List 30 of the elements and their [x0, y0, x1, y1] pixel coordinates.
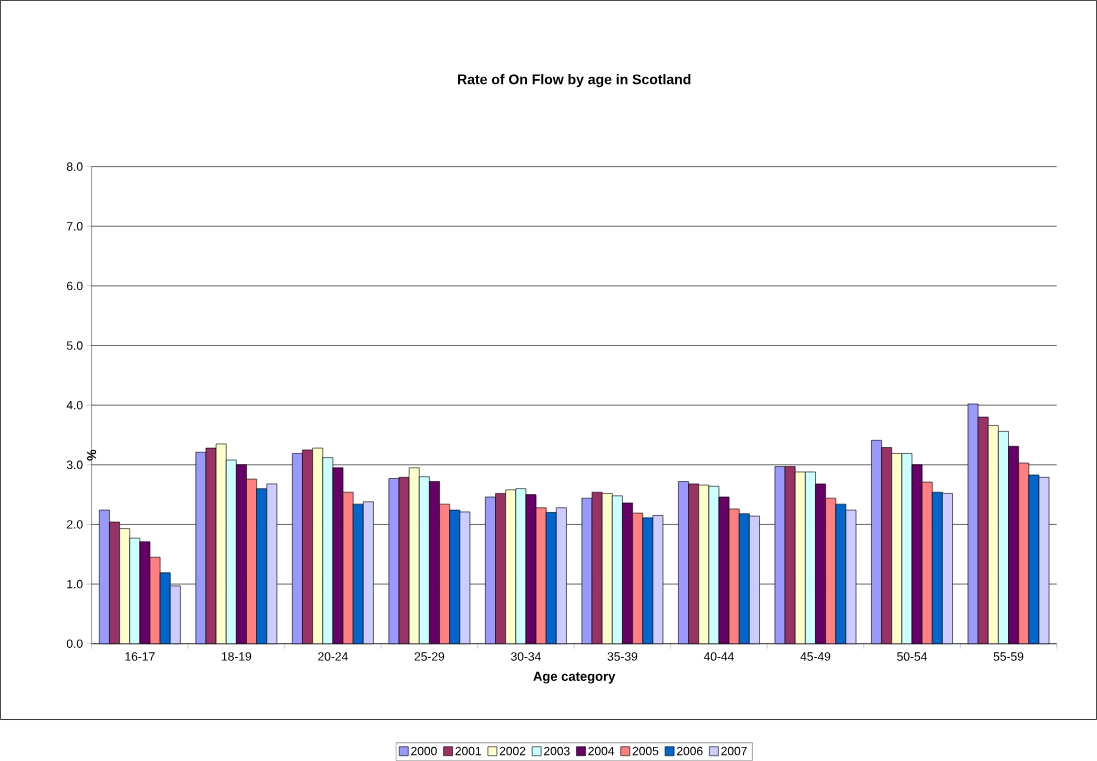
legend-label: 2002 — [499, 746, 526, 756]
x-tick-label: 20-24 — [318, 652, 348, 661]
legend-label: 2003 — [544, 746, 570, 756]
x-axis-title: Age category — [533, 671, 616, 684]
y-tick-label: 8.0 — [66, 162, 83, 171]
y-tick-label: 0.0 — [66, 639, 83, 648]
chart-title: Rate of On Flow by age in Scotland — [458, 74, 691, 88]
x-tick-label: 50-54 — [897, 652, 927, 661]
x-tick-label: 45-49 — [800, 652, 831, 661]
legend-label: 2004 — [588, 746, 615, 756]
y-tick-label: 6.0 — [66, 281, 83, 291]
y-tick-label: 3.0 — [66, 460, 83, 470]
y-axis-title: % — [87, 449, 97, 461]
y-tick-label: 1.0 — [67, 579, 83, 589]
legend-label: 2005 — [632, 746, 659, 756]
x-tick-label: 18-19 — [221, 652, 252, 661]
x-tick-label: 40-44 — [703, 652, 734, 661]
legend-label: 2007 — [721, 746, 747, 756]
x-tick-label: 55-59 — [993, 652, 1024, 661]
legend-label: 2001 — [455, 746, 481, 756]
legend-label: 2006 — [676, 746, 703, 756]
y-tick-label: 7.0 — [66, 222, 83, 231]
x-tick-label: 16-17 — [125, 652, 155, 661]
y-tick-label: 4.0 — [66, 400, 83, 410]
legend-label: 2000 — [411, 746, 437, 756]
y-tick-label: 5.0 — [66, 341, 83, 350]
y-tick-label: 2.0 — [66, 520, 83, 529]
x-tick-label: 30-34 — [511, 652, 541, 661]
x-tick-label: 25-29 — [414, 652, 445, 661]
x-tick-label: 35-39 — [607, 652, 638, 661]
